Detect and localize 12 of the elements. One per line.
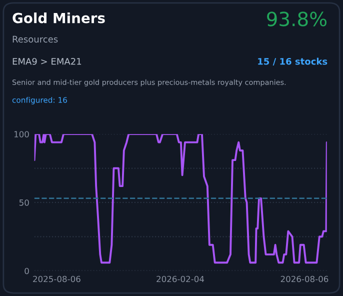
chart-subtitle: Resources: [12, 36, 58, 43]
y-tick-label: 50: [19, 199, 29, 206]
y-tick-label: 100: [14, 131, 29, 138]
x-tick-label: 2025-08-06: [33, 276, 80, 282]
text: 93.8%: [267, 12, 326, 26]
chart-title: Gold Miners: [12, 12, 105, 24]
line-series: [34, 134, 327, 264]
text: 15 / 16 stocks: [258, 58, 328, 66]
x-tick-label: 2026-08-06: [280, 276, 328, 282]
y-tick-label: 0: [24, 268, 29, 274]
x-tick-label: 2026-02-04: [156, 276, 204, 282]
text: EMA9 > EMA21: [12, 58, 82, 65]
